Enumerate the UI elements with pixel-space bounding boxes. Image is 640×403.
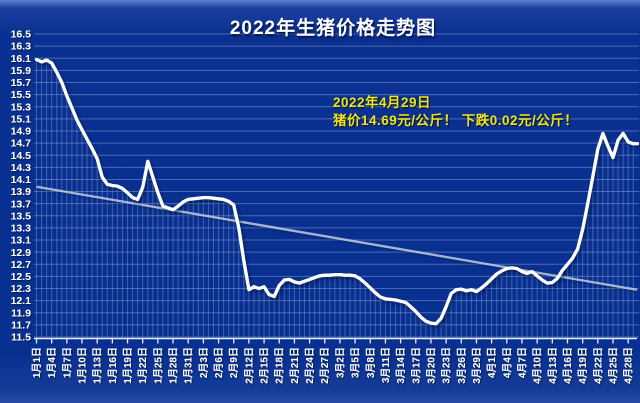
svg-text:12.1: 12.1 bbox=[11, 295, 32, 307]
svg-text:3月11日: 3月11日 bbox=[380, 347, 392, 383]
svg-text:2月18日: 2月18日 bbox=[274, 347, 286, 384]
svg-text:15.1: 15.1 bbox=[11, 113, 32, 125]
svg-text:2月24日: 2月24日 bbox=[304, 347, 316, 384]
svg-text:4月16日: 4月16日 bbox=[562, 347, 574, 384]
svg-text:3月14日: 3月14日 bbox=[395, 347, 407, 384]
svg-text:4月25日: 4月25日 bbox=[607, 347, 619, 384]
svg-text:15.5: 15.5 bbox=[11, 89, 32, 101]
price-line bbox=[34, 57, 640, 326]
svg-text:1月31日: 1月31日 bbox=[183, 347, 195, 384]
svg-text:4月1日: 4月1日 bbox=[486, 347, 498, 378]
svg-text:4月10日: 4月10日 bbox=[532, 347, 544, 384]
svg-text:14.5: 14.5 bbox=[11, 150, 32, 162]
annotation-price: 猪价14.69元/公斤！ 下跌0.02元/公斤！ bbox=[333, 113, 579, 128]
svg-text:15.9: 15.9 bbox=[11, 65, 32, 77]
svg-text:12.3: 12.3 bbox=[11, 283, 32, 295]
svg-text:16.3: 16.3 bbox=[11, 41, 32, 53]
svg-text:3月26日: 3月26日 bbox=[456, 347, 468, 384]
svg-text:1月28日: 1月28日 bbox=[168, 347, 180, 384]
svg-text:16.1: 16.1 bbox=[11, 53, 32, 65]
svg-text:14.9: 14.9 bbox=[11, 126, 32, 138]
x-axis-tick-labels: 1月1日 1月4日 1月7日 1月10日 1月13日 1月16日 1月19日 1月22日 1月2… bbox=[31, 347, 635, 384]
svg-text:1月19日: 1月19日 bbox=[122, 347, 134, 384]
svg-text:1月22日: 1月22日 bbox=[137, 347, 149, 384]
svg-text:4月28日: 4月28日 bbox=[623, 347, 635, 384]
x-axis bbox=[34, 337, 637, 344]
svg-text:16.5: 16.5 bbox=[11, 29, 32, 41]
svg-text:2月9日: 2月9日 bbox=[228, 347, 240, 378]
svg-text:11.9: 11.9 bbox=[11, 307, 31, 319]
svg-text:2月3日: 2月3日 bbox=[198, 347, 210, 378]
svg-text:1月7日: 1月7日 bbox=[61, 347, 73, 378]
svg-text:13.5: 13.5 bbox=[11, 210, 32, 222]
chart-title: 2022年生猪价格走势图 bbox=[229, 18, 437, 39]
svg-text:1月16日: 1月16日 bbox=[107, 347, 119, 384]
svg-text:3月29日: 3月29日 bbox=[471, 347, 483, 384]
svg-text:3月8日: 3月8日 bbox=[365, 347, 377, 378]
svg-text:1月1日: 1月1日 bbox=[31, 347, 43, 378]
svg-text:11.7: 11.7 bbox=[11, 319, 31, 331]
svg-text:2月21日: 2月21日 bbox=[289, 347, 301, 384]
svg-text:11.5: 11.5 bbox=[11, 332, 31, 344]
trend-line bbox=[36, 185, 638, 291]
svg-text:2月12日: 2月12日 bbox=[243, 347, 255, 384]
svg-text:1月25日: 1月25日 bbox=[152, 347, 164, 384]
svg-text:13.3: 13.3 bbox=[11, 223, 32, 235]
svg-text:4月13日: 4月13日 bbox=[547, 347, 559, 384]
svg-text:2月27日: 2月27日 bbox=[319, 347, 331, 384]
svg-text:13.1: 13.1 bbox=[11, 235, 32, 247]
h-gridlines bbox=[34, 33, 639, 338]
svg-text:12.7: 12.7 bbox=[11, 259, 32, 271]
svg-text:13.9: 13.9 bbox=[11, 186, 32, 198]
svg-text:4月7日: 4月7日 bbox=[516, 347, 528, 378]
svg-text:4月22日: 4月22日 bbox=[592, 347, 604, 384]
svg-text:15.7: 15.7 bbox=[11, 77, 32, 89]
drop-lines bbox=[36, 60, 634, 338]
svg-text:2月6日: 2月6日 bbox=[213, 347, 225, 378]
svg-text:15.3: 15.3 bbox=[11, 101, 32, 113]
svg-text:3月17日: 3月17日 bbox=[410, 347, 422, 384]
svg-text:14.3: 14.3 bbox=[11, 162, 32, 174]
svg-text:13.7: 13.7 bbox=[11, 198, 32, 210]
svg-text:4月4日: 4月4日 bbox=[501, 347, 513, 378]
svg-text:3月5日: 3月5日 bbox=[350, 347, 362, 378]
svg-text:14.1: 14.1 bbox=[11, 174, 32, 186]
svg-text:14.7: 14.7 bbox=[11, 138, 32, 150]
svg-text:3月20日: 3月20日 bbox=[425, 347, 437, 384]
svg-text:4月19日: 4月19日 bbox=[577, 347, 589, 384]
y-axis-tick-labels: 16.516.316.115.915.715.515.315.114.914.7… bbox=[11, 29, 32, 344]
annotation-date: 2022年4月29日 bbox=[333, 95, 432, 110]
svg-text:3月23日: 3月23日 bbox=[441, 347, 453, 384]
svg-text:1月4日: 1月4日 bbox=[46, 347, 58, 378]
svg-text:12.9: 12.9 bbox=[11, 247, 32, 259]
svg-text:1月10日: 1月10日 bbox=[77, 347, 89, 384]
svg-text:2月15日: 2月15日 bbox=[259, 347, 271, 384]
svg-text:1月13日: 1月13日 bbox=[92, 347, 104, 384]
svg-text:12.5: 12.5 bbox=[11, 271, 32, 283]
svg-text:3月2日: 3月2日 bbox=[334, 347, 346, 378]
